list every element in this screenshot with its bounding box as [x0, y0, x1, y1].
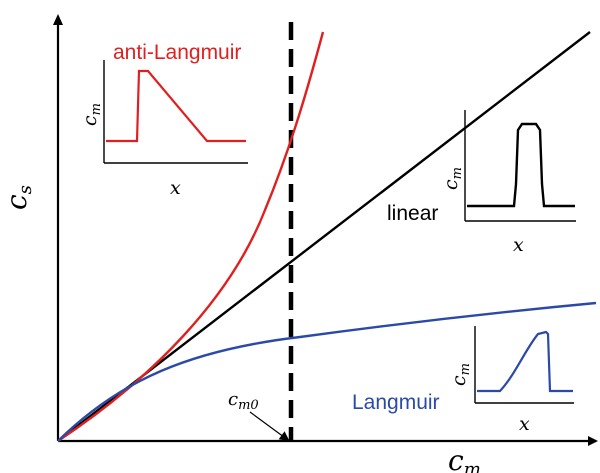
inset-langmuir-x-label: x	[519, 413, 530, 435]
cm0-arrow	[249, 411, 290, 442]
y-axis-arrowhead	[53, 14, 63, 25]
inset-langmuir-y-label: cm	[448, 363, 473, 386]
inset-linear-x-label: x	[513, 234, 524, 256]
inset-anti-langmuir-x-label: x	[170, 177, 181, 199]
inset-anti-langmuir-profile	[106, 69, 246, 143]
langmuir-label: Langmuir	[352, 391, 440, 414]
inset-anti-langmuir-y-label: cm	[79, 103, 104, 126]
anti-langmuir-label: anti-Langmuir	[113, 41, 241, 64]
cm0-label: cm0	[228, 389, 259, 413]
inset-langmuir: cm x	[448, 326, 574, 435]
anti-langmuir-curve	[57, 31, 325, 442]
langmuir-curve	[57, 301, 597, 442]
linear-label: linear	[387, 202, 438, 225]
inset-linear-profile	[467, 122, 575, 208]
x-axis-arrowhead	[588, 436, 598, 446]
y-axis-label: cs	[0, 185, 36, 210]
inset-linear-y-label: cm	[440, 167, 465, 190]
x-axis-label: cm	[448, 444, 481, 473]
inset-linear: cm x	[440, 110, 576, 256]
inset-anti-langmuir: cm x	[79, 60, 248, 199]
inset-langmuir-profile	[477, 330, 573, 393]
